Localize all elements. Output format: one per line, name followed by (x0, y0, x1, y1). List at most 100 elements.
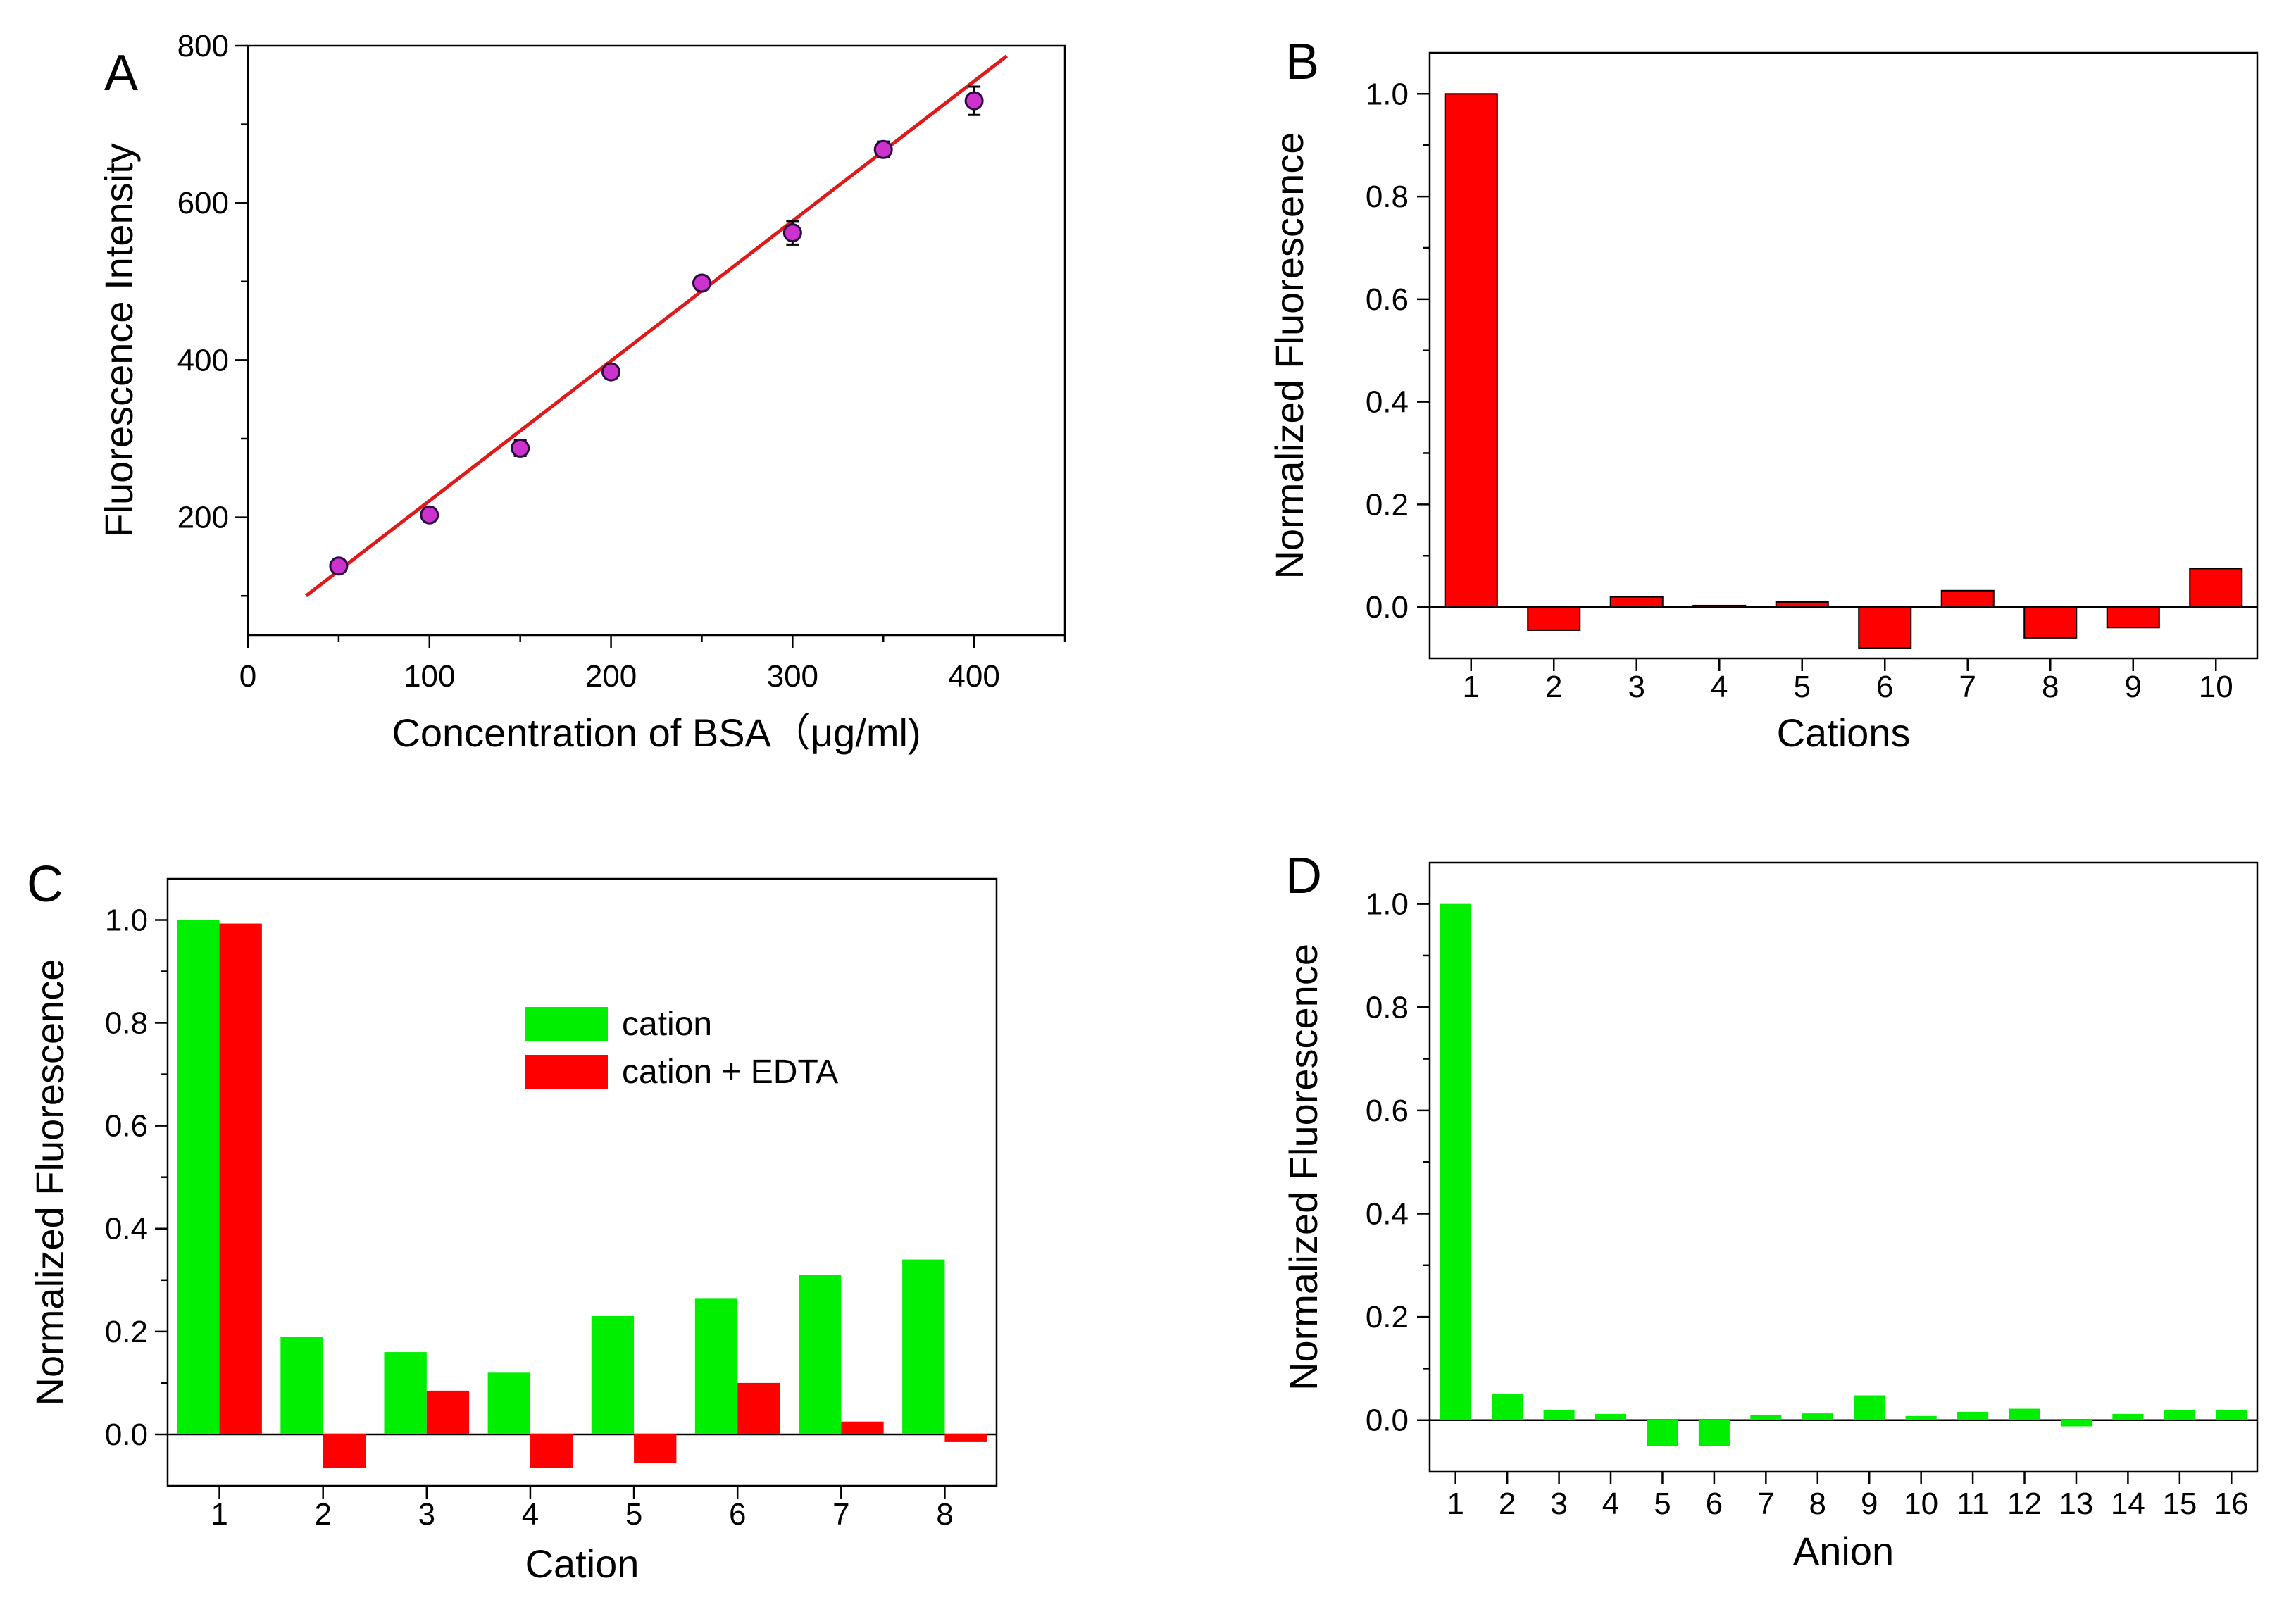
panel-d-x-tick-label: 4 (1602, 1487, 1619, 1521)
panel-d-bar (2216, 1410, 2247, 1420)
panel-c-bar-cation (177, 920, 220, 1434)
panel-d-x-tick-label: 7 (1757, 1487, 1774, 1521)
panel-a-data-point (782, 223, 802, 243)
panel-d-bar (1957, 1411, 1989, 1420)
panel-c-bar-cation-edta (841, 1421, 884, 1434)
panel-a-data-point (964, 91, 984, 111)
panel-a-data-point (873, 139, 893, 159)
panel-d-x-tick-label: 11 (1957, 1487, 1989, 1521)
panel-c-bar-cation-edta (323, 1434, 366, 1468)
panel-c-letter: C (27, 856, 63, 913)
panel-d-x-tick-label: 15 (2162, 1487, 2197, 1521)
panel-c-bar-cation (798, 1275, 842, 1434)
panel-a-x-tick-label: 0 (239, 659, 256, 694)
panel-c-bar-cation (280, 1337, 323, 1434)
panel-b-bar (2106, 606, 2160, 629)
panel-d-bar (1905, 1415, 1937, 1420)
panel-d-x-tick-label: 13 (2059, 1487, 2093, 1521)
panel-b-y-tick-label: 0.8 (1366, 180, 1409, 214)
panel-c-bar-cation (384, 1352, 427, 1434)
panel-d-plot-frame (1428, 861, 2259, 1473)
panel-a-data-point (329, 556, 349, 576)
panel-a-x-tick-label: 200 (585, 659, 637, 694)
panel-c-bar-cation (487, 1372, 530, 1434)
panel-c-legend-swatch (525, 1007, 608, 1041)
panel-c-x-tick-label: 7 (832, 1497, 849, 1532)
panel-c-bar-cation-edta (737, 1382, 780, 1434)
panel-b-bar (1692, 604, 1747, 608)
panel-d-letter: D (1285, 848, 1322, 904)
panel-c-y-tick-label: 0.0 (105, 1418, 148, 1452)
panel-c-y-tick-label: 0.6 (105, 1109, 148, 1144)
panel-d-bar (1750, 1415, 1782, 1420)
panel-d-y-tick-label: 0.8 (1366, 990, 1409, 1025)
panel-c-x-tick-label: 2 (314, 1497, 331, 1532)
panel-a-fit-line (304, 54, 1009, 598)
panel-d-x-axis-label: Anion (1793, 1529, 1894, 1573)
panel-d-x-tick-label: 5 (1654, 1487, 1671, 1521)
panel-c-bar-cation-edta (219, 923, 262, 1434)
panel-a-x-tick-label: 100 (404, 659, 455, 694)
panel-c-y-tick-label: 0.2 (105, 1315, 148, 1349)
panel-b-x-tick-label: 10 (2199, 670, 2233, 704)
panel-a-data-point (601, 362, 621, 382)
panel-d-x-tick-label: 1 (1447, 1487, 1464, 1521)
panel-b-x-tick-label: 3 (1628, 670, 1645, 704)
panel-c-legend-label: cation + EDTA (622, 1053, 838, 1091)
panel-a-y-tick-label: 600 (177, 186, 229, 220)
panel-b-bar (1940, 589, 1995, 608)
panel-d-bar (2009, 1408, 2040, 1420)
panel-b-y-tick-label: 0.0 (1366, 590, 1409, 625)
panel-d-bar (1647, 1420, 1678, 1446)
panel-d-x-tick-label: 16 (2214, 1487, 2249, 1521)
panel-a-plot-frame (247, 44, 1066, 637)
panel-b-x-tick-label: 5 (1794, 670, 1811, 704)
panel-c-bar-cation-edta (634, 1434, 677, 1463)
panel-d-bar (2164, 1410, 2195, 1420)
panel-b-bar (2023, 606, 2078, 639)
panel-d-bar (1543, 1410, 1575, 1420)
panel-c-bar-cation-edta (530, 1434, 573, 1468)
panel-d-x-tick-label: 2 (1499, 1487, 1516, 1521)
panel-b-y-tick-label: 0.2 (1366, 487, 1409, 522)
panel-b-bar (1775, 601, 1829, 608)
panel-d-x-tick-label: 9 (1861, 1487, 1878, 1521)
panel-a-y-tick-label: 200 (177, 501, 229, 535)
panel-d-y-tick-label: 1.0 (1366, 887, 1409, 922)
panel-b-letter: B (1285, 34, 1319, 90)
panel-a-x-tick-label: 400 (948, 659, 999, 694)
panel-a-y-tick-label: 400 (177, 343, 229, 377)
panel-c-y-axis-label: Normalized Fluorescence (27, 959, 72, 1406)
panel-b-plot-frame (1428, 51, 2259, 660)
panel-d-y-tick-label: 0.2 (1366, 1300, 1409, 1334)
panel-b-bar (1444, 93, 1498, 608)
panel-d-bar (1492, 1394, 1523, 1420)
panel-c-x-tick-label: 8 (936, 1497, 953, 1532)
panel-c-x-axis-label: Cation (525, 1541, 639, 1586)
panel-d-y-tick-label: 0.0 (1366, 1403, 1409, 1438)
panel-d-bar (2060, 1420, 2092, 1427)
panel-a-y-axis-label: Fluorescence Intensity (96, 143, 141, 537)
panel-b-bar (2189, 568, 2243, 608)
panel-c-x-tick-label: 1 (211, 1497, 227, 1532)
panel-c-bar-cation (694, 1298, 738, 1434)
panel-b-x-tick-label: 6 (1876, 670, 1893, 704)
panel-a-x-tick-label: 300 (767, 659, 818, 694)
panel-d-x-tick-label: 12 (2007, 1487, 2042, 1521)
panel-d-bar (1595, 1413, 1627, 1420)
panel-a-letter: A (104, 45, 138, 101)
panel-d-y-axis-label: Normalized Fluorescence (1281, 944, 1325, 1391)
panel-d-x-tick-label: 14 (2111, 1487, 2145, 1521)
panel-b-bar (1609, 596, 1664, 608)
panel-a-x-axis-label: Concentration of BSA（μg/ml) (392, 711, 921, 755)
panel-d-x-tick-label: 3 (1550, 1487, 1567, 1521)
panel-a-data-point (692, 273, 711, 293)
panel-b-x-tick-label: 2 (1545, 670, 1562, 704)
panel-c-x-tick-label: 6 (729, 1497, 746, 1532)
panel-b-x-tick-label: 1 (1463, 670, 1480, 704)
panel-d-x-tick-label: 6 (1706, 1487, 1723, 1521)
panel-c-bar-cation-edta (944, 1434, 987, 1442)
panel-c-x-tick-label: 3 (418, 1497, 435, 1532)
panel-c-plot-frame (166, 877, 998, 1487)
